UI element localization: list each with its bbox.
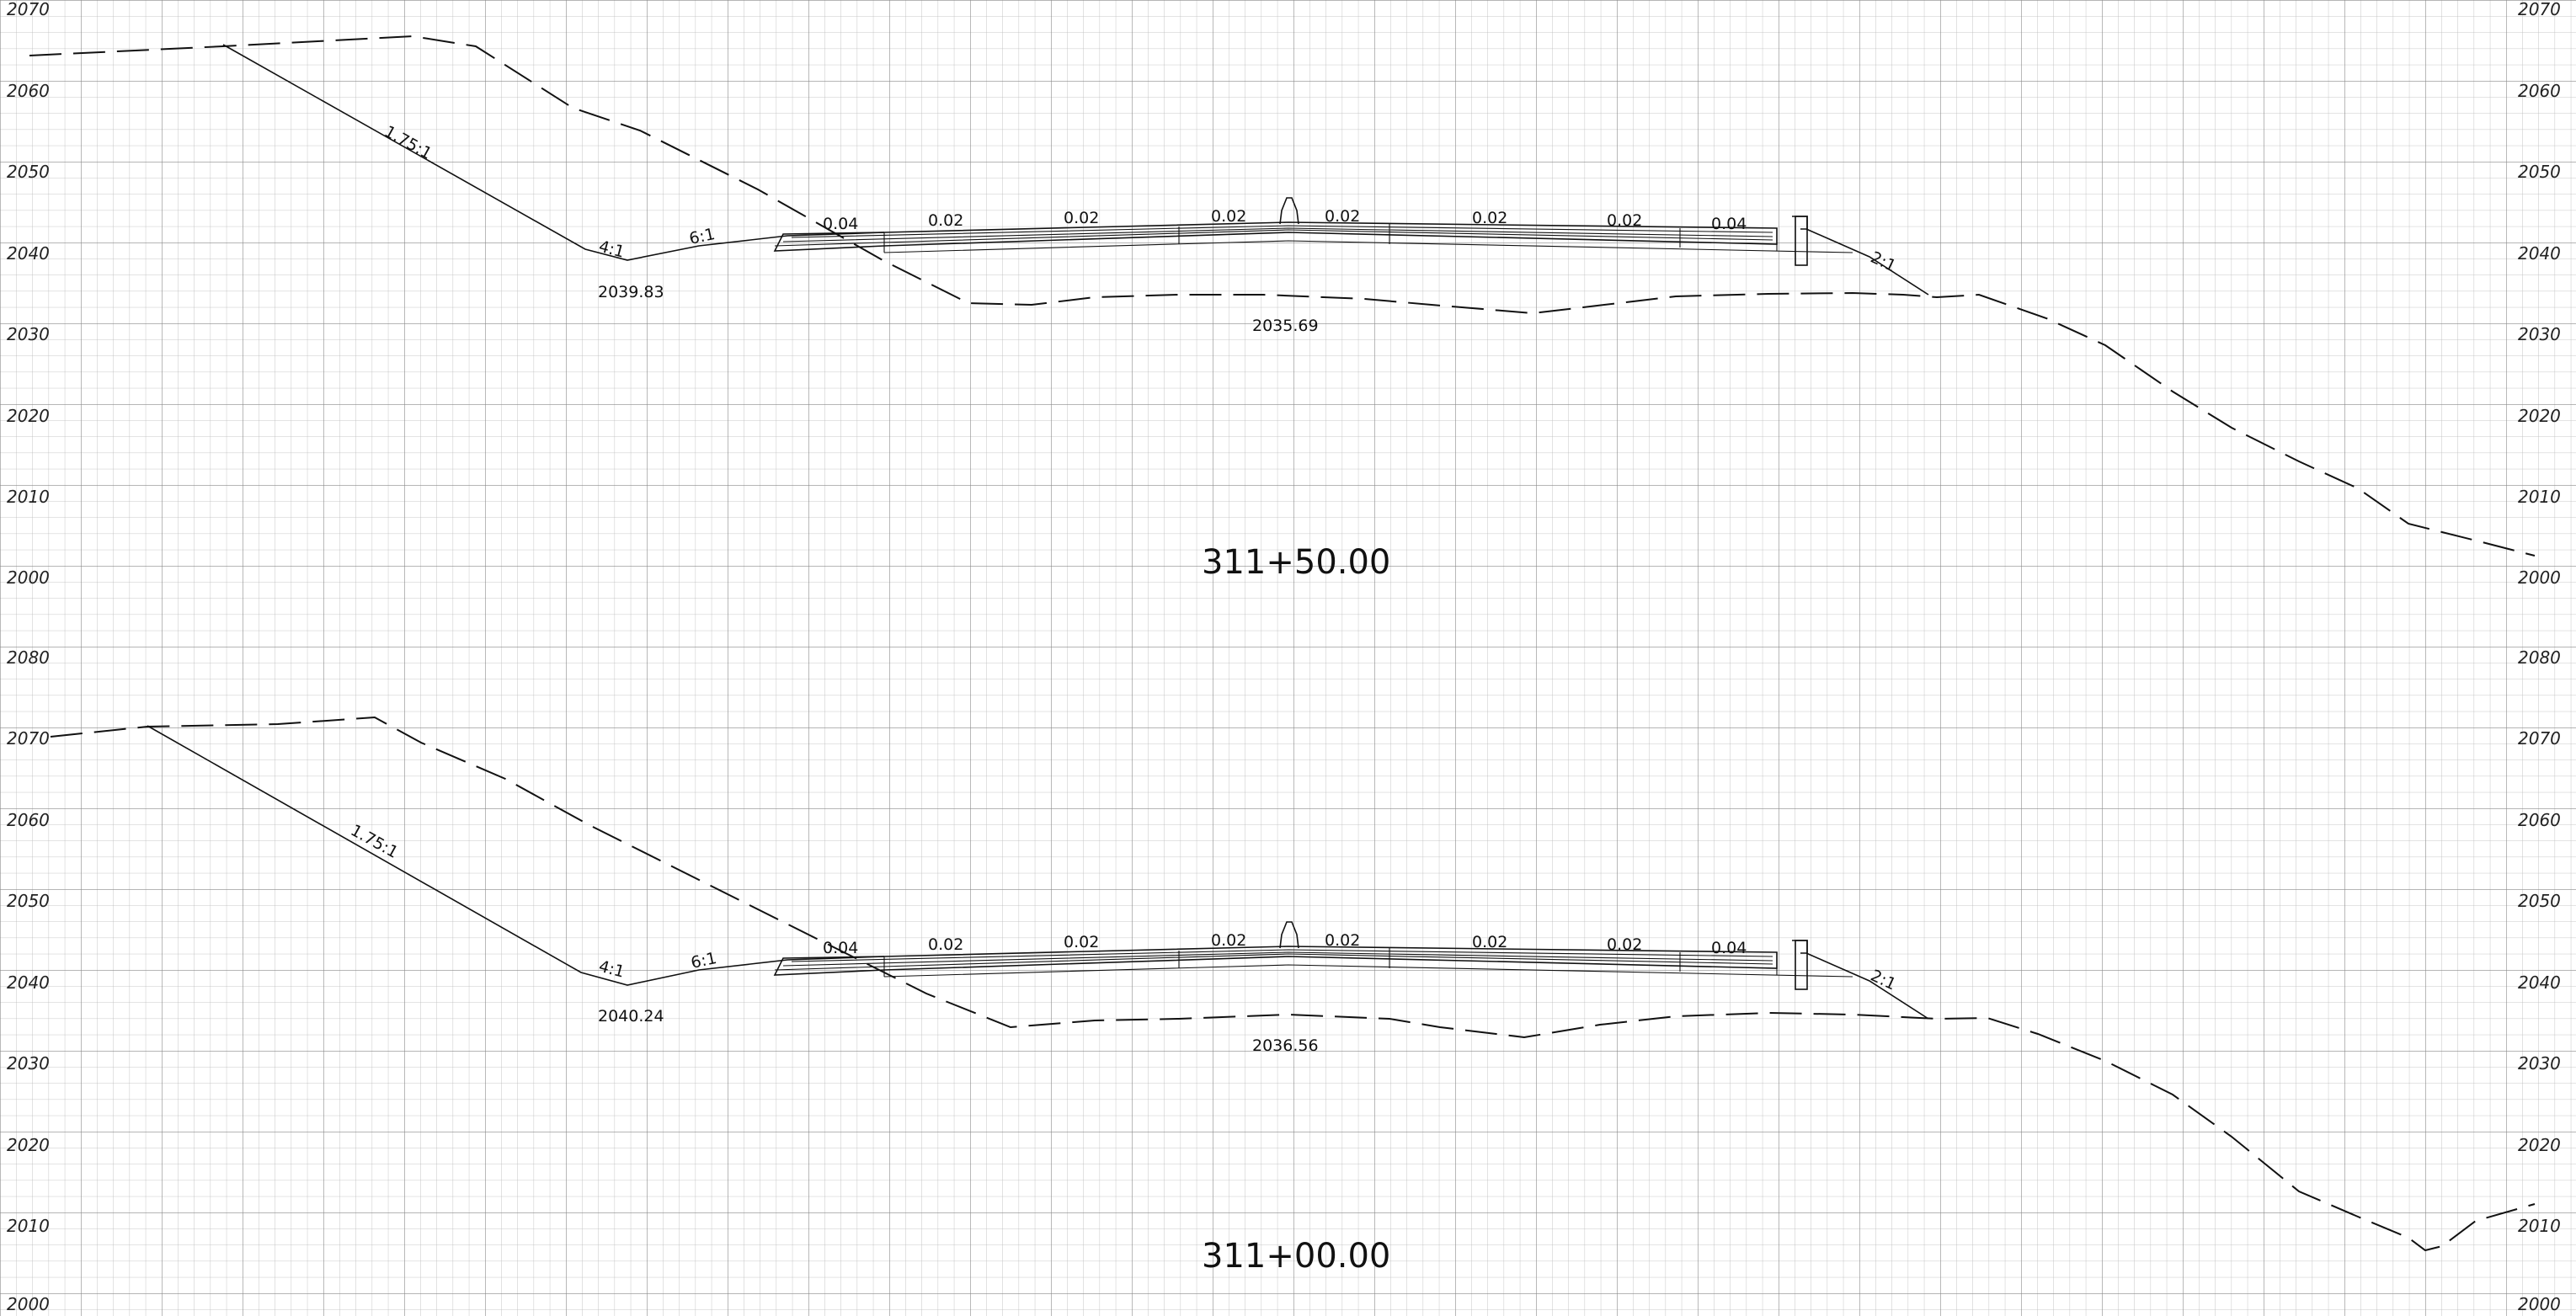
pavement-section bbox=[773, 221, 1853, 253]
cross-slope-label: 0.02 bbox=[928, 211, 963, 230]
elevation-label: 2060 bbox=[7, 810, 50, 830]
elevation-axis-right: 2080 2070 2060 2050 2040 2030 2020 2010 … bbox=[2518, 647, 2561, 1314]
cross-slope-label: 0.02 bbox=[1607, 211, 1642, 230]
elevation-label: 2000 bbox=[2518, 1294, 2561, 1314]
elevation-label: 2050 bbox=[2518, 162, 2561, 182]
elevation-label: 2020 bbox=[7, 406, 50, 426]
section-311-00: 2080 2070 2060 2050 2040 2030 2020 2010 … bbox=[7, 647, 2561, 1314]
elevation-label: 2050 bbox=[7, 162, 50, 182]
existing-ground-line bbox=[29, 35, 2536, 557]
elevation-label: 2010 bbox=[7, 1216, 50, 1236]
elevation-label: 2030 bbox=[7, 1053, 50, 1074]
elevation-label: 2020 bbox=[2518, 1135, 2561, 1155]
station-title: 311+50.00 bbox=[1202, 543, 1390, 582]
elevation-label: 2040 bbox=[2518, 972, 2561, 993]
ground-low-elevation-label: 2036.56 bbox=[1252, 1036, 1319, 1055]
fill-slope-line bbox=[1805, 228, 1929, 296]
elevation-label: 2030 bbox=[2518, 1053, 2561, 1074]
cross-slope-label: 0.02 bbox=[1211, 207, 1246, 226]
elevation-label: 2040 bbox=[7, 972, 50, 993]
cross-slope-label: 0.02 bbox=[1211, 931, 1246, 950]
elevation-label: 2030 bbox=[2518, 324, 2561, 344]
elevation-label: 2070 bbox=[7, 0, 50, 19]
elevation-label: 2060 bbox=[7, 81, 50, 101]
elevation-label: 2070 bbox=[2518, 728, 2561, 749]
cross-slope-label: 0.04 bbox=[1711, 939, 1747, 957]
elevation-axis-left: 2070 2060 2050 2040 2030 2020 2010 2000 bbox=[7, 0, 50, 588]
median-barrier bbox=[1279, 197, 1299, 225]
elevation-label: 2020 bbox=[7, 1135, 50, 1155]
section-311-50: 2070 2060 2050 2040 2030 2020 2010 2000 … bbox=[7, 0, 2561, 588]
elevation-label: 2080 bbox=[7, 647, 50, 668]
elevation-label: 2020 bbox=[2518, 406, 2561, 426]
cross-slope-label: 0.02 bbox=[1325, 931, 1360, 950]
elevation-label: 2070 bbox=[2518, 0, 2561, 19]
guardrail-post bbox=[1792, 940, 1808, 990]
elevation-label: 2070 bbox=[7, 728, 50, 749]
existing-ground-line bbox=[50, 716, 2536, 1252]
elevation-label: 2000 bbox=[2518, 567, 2561, 588]
elevation-label: 2060 bbox=[2518, 81, 2561, 101]
elevation-label: 2080 bbox=[2518, 647, 2561, 668]
elevation-label: 2040 bbox=[2518, 243, 2561, 264]
elevation-label: 2010 bbox=[2518, 487, 2561, 507]
ditch-elevation-label: 2039.83 bbox=[598, 283, 664, 301]
cross-slope-label: 0.04 bbox=[823, 215, 858, 233]
elevation-label: 2010 bbox=[2518, 1216, 2561, 1236]
cross-slope-label: 0.02 bbox=[1472, 933, 1507, 951]
cross-slope-label: 0.02 bbox=[1325, 207, 1360, 226]
elevation-label: 2050 bbox=[7, 891, 50, 911]
cross-slope-label: 0.04 bbox=[823, 939, 858, 957]
cross-slope-label: 0.02 bbox=[928, 935, 963, 954]
elevation-label: 2010 bbox=[7, 487, 50, 507]
elevation-axis-right: 2070 2060 2050 2040 2030 2020 2010 2000 bbox=[2518, 0, 2561, 588]
cross-slope-label: 0.02 bbox=[1064, 933, 1099, 951]
elevation-label: 2040 bbox=[7, 243, 50, 264]
elevation-axis-left: 2080 2070 2060 2050 2040 2030 2020 2010 … bbox=[7, 647, 50, 1314]
elevation-label: 2000 bbox=[7, 1294, 50, 1314]
cut-slope-line bbox=[222, 44, 885, 261]
pavement-section bbox=[773, 946, 1853, 978]
elevation-label: 2060 bbox=[2518, 810, 2561, 830]
cross-slope-label: 0.04 bbox=[1711, 215, 1747, 233]
ditch-elevation-label: 2040.24 bbox=[598, 1007, 664, 1026]
cross-slope-label: 0.02 bbox=[1064, 209, 1099, 227]
fill-slope-line bbox=[1805, 952, 1929, 1020]
cross-slope-label: 0.02 bbox=[1607, 935, 1642, 954]
elevation-label: 2000 bbox=[7, 567, 50, 588]
station-title: 311+00.00 bbox=[1202, 1237, 1390, 1276]
elevation-label: 2030 bbox=[7, 324, 50, 344]
guardrail-post bbox=[1792, 216, 1808, 266]
median-barrier bbox=[1279, 921, 1299, 949]
cut-slope-line bbox=[147, 725, 885, 986]
cross-slope-label: 0.02 bbox=[1472, 209, 1507, 227]
elevation-label: 2050 bbox=[2518, 891, 2561, 911]
ground-low-elevation-label: 2035.69 bbox=[1252, 317, 1319, 335]
